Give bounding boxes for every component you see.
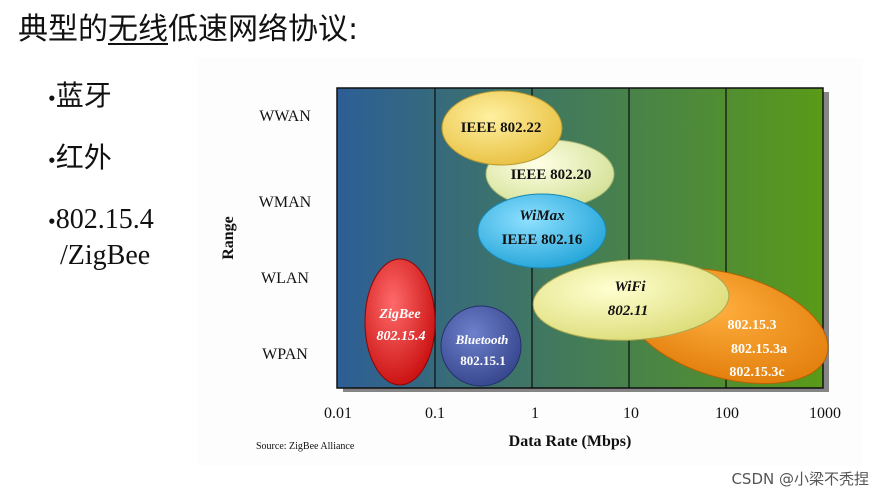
label-bluetooth-2: 802.15.1 xyxy=(460,353,506,368)
label-wifi-2: 802.11 xyxy=(608,303,648,319)
protocol-bluetooth: Bluetooth 802.15.1 xyxy=(440,305,522,387)
title-suffix: 低速网络协议: xyxy=(168,12,359,47)
bullet-dot: • xyxy=(48,147,56,173)
bullet-item-infrared: •红外 xyxy=(48,142,154,178)
rate-tick-0.01: 0.01 xyxy=(324,405,352,422)
bullet-text: 蓝牙 xyxy=(55,81,112,112)
rate-tick-10: 10 xyxy=(623,405,639,422)
watermark: CSDN @小梁不秃捏 xyxy=(731,470,869,488)
label-uwb-2: 802.15.3a xyxy=(731,342,787,357)
y-axis-title: Range xyxy=(220,216,237,260)
label-ieee-802-20: IEEE 802.20 xyxy=(511,167,592,183)
protocol-bullet-list: •蓝牙 •红外 •802.15.4/ZigBee xyxy=(48,80,154,299)
x-axis-title: Data Rate (Mbps) xyxy=(509,433,632,450)
rate-tick-1: 1 xyxy=(531,405,539,422)
rate-tick-0.1: 0.1 xyxy=(425,405,445,422)
diagram-canvas: 802.15.3 802.15.3a 802.15.3c WiFi 802.11… xyxy=(220,87,841,452)
label-uwb-1: 802.15.3 xyxy=(728,318,777,333)
slide-title: 典型的无线低速网络协议: xyxy=(18,4,358,48)
ellipse-zigbee xyxy=(364,258,436,386)
bullet-item-zigbee: •802.15.4/ZigBee xyxy=(48,203,154,273)
protocol-wifi: WiFi 802.11 xyxy=(532,259,730,341)
protocol-zigbee: ZigBee 802.15.4 xyxy=(364,258,436,386)
label-uwb-3: 802.15.3c xyxy=(729,365,784,380)
range-label-wman: WMAN xyxy=(259,194,312,211)
bullet-text-continued: /ZigBee xyxy=(60,239,151,271)
source-note: Source: ZigBee Alliance xyxy=(256,441,355,452)
bullet-dot: • xyxy=(48,208,56,234)
range-label-wpan: WPAN xyxy=(262,346,308,363)
rate-tick-100: 100 xyxy=(715,405,739,422)
bullet-item-bluetooth: •蓝牙 xyxy=(48,80,154,116)
ellipse-wimax xyxy=(477,193,607,269)
label-zigbee-1: ZigBee xyxy=(378,307,420,322)
rate-tick-1000: 1000 xyxy=(809,405,841,422)
range-vs-rate-diagram: 802.15.3 802.15.3a 802.15.3c WiFi 802.11… xyxy=(197,58,863,466)
title-underlined: 无线 xyxy=(108,12,168,47)
range-label-wlan: WLAN xyxy=(261,270,309,287)
ellipse-wifi xyxy=(532,259,730,341)
bullet-dot: • xyxy=(48,85,56,111)
label-zigbee-2: 802.15.4 xyxy=(377,329,426,344)
label-ieee-802-22: IEEE 802.22 xyxy=(461,120,542,136)
bullet-text: 802.15.4 xyxy=(55,204,154,236)
label-wimax-1: WiMax xyxy=(519,208,565,224)
range-label-wwan: WWAN xyxy=(259,108,311,125)
protocol-wimax: WiMax IEEE 802.16 xyxy=(477,193,607,269)
protocol-ieee-802-22: IEEE 802.22 xyxy=(441,90,563,166)
bullet-text: 红外 xyxy=(55,142,112,174)
label-wifi-1: WiFi xyxy=(614,279,646,295)
title-prefix: 典型的 xyxy=(18,12,108,47)
ellipse-bluetooth xyxy=(440,305,522,387)
ellipse-ieee-802-22 xyxy=(441,90,563,166)
label-bluetooth-1: Bluetooth xyxy=(455,332,509,347)
label-wimax-2: IEEE 802.16 xyxy=(502,232,583,248)
